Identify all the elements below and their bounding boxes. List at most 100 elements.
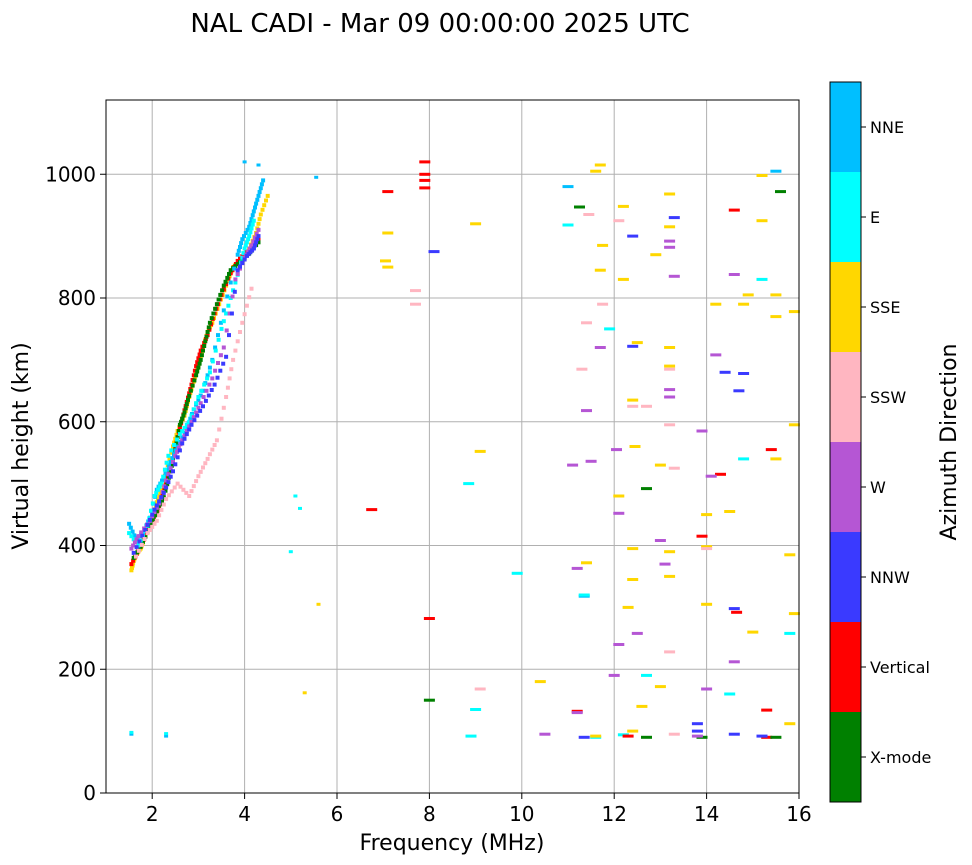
- echo-mark: [129, 732, 134, 736]
- echo-mark: [131, 550, 136, 555]
- echo-mark: [177, 448, 182, 453]
- echo-mark: [613, 643, 625, 646]
- echo-mark: [256, 221, 261, 226]
- echo-mark: [710, 302, 722, 306]
- echo-mark: [728, 732, 740, 736]
- echo-mark: [187, 393, 192, 398]
- echo-mark: [201, 404, 205, 409]
- echo-mark: [617, 277, 629, 281]
- echo-mark: [235, 258, 240, 263]
- echo-mark: [172, 485, 177, 490]
- echo-mark: [701, 513, 713, 517]
- echo-mark: [195, 413, 200, 418]
- echo-mark: [166, 493, 171, 498]
- echo-mark: [169, 463, 174, 468]
- echo-mark: [419, 160, 431, 164]
- echo-mark: [654, 463, 666, 467]
- colorbar-segment: [830, 172, 861, 262]
- echo-mark: [154, 500, 159, 505]
- echo-mark: [631, 341, 643, 345]
- echo-mark: [180, 435, 185, 440]
- y-axis-ticks: 0 200 400 600 800 1000: [45, 162, 106, 805]
- echo-mark: [161, 495, 166, 500]
- echo-mark: [242, 234, 246, 239]
- echo-mark: [157, 501, 162, 506]
- azimuth-colorbar: X-mode Vertical NNW W SSW SSE E NNE: [829, 81, 931, 803]
- echo-mark: [240, 261, 245, 265]
- echo-mark: [242, 246, 247, 251]
- echo-mark: [181, 487, 186, 492]
- echo-mark: [152, 510, 157, 515]
- echo-mark: [664, 367, 676, 371]
- echo-mark: [423, 617, 435, 620]
- echo-mark: [419, 178, 431, 182]
- echo-mark: [172, 443, 177, 447]
- echo-mark: [175, 481, 180, 486]
- echo-mark: [142, 537, 147, 541]
- echo-mark: [668, 466, 680, 470]
- echo-mark: [150, 512, 155, 517]
- echo-mark: [249, 226, 254, 231]
- echo-mark: [253, 235, 257, 240]
- echo-mark: [194, 373, 199, 378]
- echo-mark: [203, 398, 208, 403]
- echo-mark: [182, 410, 187, 415]
- echo-mark: [164, 497, 169, 502]
- echo-mark: [154, 505, 159, 510]
- echo-mark: [207, 382, 212, 387]
- colorbar-label: W: [870, 478, 886, 497]
- echo-mark: [159, 507, 164, 512]
- echo-mark: [136, 534, 141, 539]
- echo-mark: [132, 540, 137, 545]
- echo-mark: [631, 631, 643, 635]
- echo-mark: [198, 401, 203, 406]
- echo-mark: [189, 422, 194, 427]
- echo-mark: [225, 275, 230, 280]
- echo-mark: [226, 303, 231, 308]
- echo-mark: [597, 243, 609, 247]
- echo-mark: [221, 405, 226, 410]
- echo-mark: [259, 182, 264, 187]
- echo-mark: [184, 432, 189, 437]
- echo-mark: [224, 354, 229, 359]
- echo-mark: [180, 429, 185, 433]
- echo-mark: [189, 489, 194, 494]
- echo-mark: [187, 391, 192, 396]
- echo-mark: [143, 528, 148, 532]
- echo-mark: [235, 272, 240, 276]
- echo-mark: [316, 602, 321, 606]
- echo-mark: [770, 457, 782, 461]
- echo-mark: [715, 472, 726, 476]
- echo-mark: [470, 708, 482, 711]
- echo-mark: [210, 447, 215, 452]
- echo-mark: [184, 429, 189, 433]
- echo-mark: [196, 365, 201, 370]
- echo-mark: [186, 397, 190, 402]
- echo-mark: [205, 456, 210, 461]
- echo-mark: [770, 293, 782, 297]
- echo-mark: [243, 231, 248, 235]
- echo-mark: [188, 416, 193, 421]
- echo-mark: [225, 385, 230, 390]
- echo-mark: [166, 463, 171, 468]
- echo-mark: [167, 456, 172, 461]
- echo-mark: [207, 370, 212, 375]
- echo-mark: [220, 288, 225, 293]
- echo-mark: [174, 432, 179, 437]
- echo-mark: [622, 734, 634, 738]
- echo-mark: [207, 327, 212, 332]
- echo-mark: [154, 509, 159, 514]
- colorbar-segment: [830, 352, 861, 442]
- echo-mark: [178, 484, 183, 489]
- echo-mark: [250, 213, 255, 218]
- echo-mark: [562, 185, 574, 189]
- echo-mark: [668, 216, 680, 220]
- echo-mark: [590, 734, 602, 738]
- x-axis-label: Frequency (MHz): [360, 831, 545, 856]
- echo-mark: [227, 272, 231, 276]
- echo-mark: [765, 448, 777, 452]
- echo-mark: [738, 372, 750, 375]
- echo-mark: [247, 234, 252, 239]
- echo-mark: [176, 429, 181, 433]
- echo-mark: [604, 327, 616, 331]
